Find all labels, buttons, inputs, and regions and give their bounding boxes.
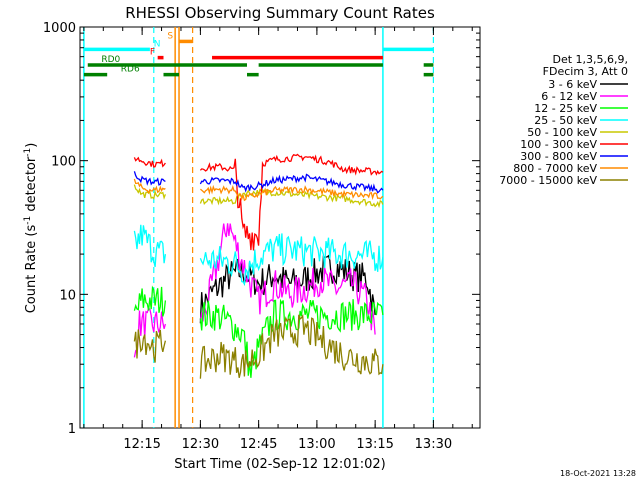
legend-entry: 300 - 800 keV bbox=[520, 150, 597, 163]
series-line bbox=[133, 184, 167, 200]
series-line bbox=[133, 171, 166, 186]
series-line bbox=[199, 223, 376, 335]
flag-label: F bbox=[150, 48, 155, 58]
x-tick-label: 13:15 bbox=[356, 437, 393, 452]
y-tick-label: 100 bbox=[51, 155, 76, 170]
series-line bbox=[133, 329, 167, 363]
series-line bbox=[133, 285, 167, 317]
series-line bbox=[199, 313, 384, 379]
y-tick-label: 10 bbox=[59, 288, 76, 303]
plot-frame bbox=[79, 26, 481, 429]
y-tick-label: 1 bbox=[68, 422, 76, 437]
legend-entry: 50 - 100 keV bbox=[527, 126, 597, 139]
x-tick-label: 12:30 bbox=[182, 437, 219, 452]
flag-label: N bbox=[154, 39, 161, 49]
series-layer bbox=[133, 153, 384, 379]
series-line bbox=[199, 173, 384, 194]
series-line bbox=[199, 153, 384, 251]
y-axis-label-part: ) bbox=[24, 143, 39, 148]
legend-header: Det 1,3,5,6,9, bbox=[552, 53, 628, 66]
x-axis-label: Start Time (02-Sep-12 12:01:02) bbox=[174, 457, 385, 472]
legend: Det 1,3,5,6,9,FDecim 3, Att 03 - 6 keV6 … bbox=[499, 53, 628, 187]
x-tick-label: 13:00 bbox=[298, 437, 335, 452]
series-line bbox=[133, 224, 167, 268]
legend-entry: 6 - 12 keV bbox=[541, 90, 597, 103]
y-tick-label: 1000 bbox=[43, 21, 76, 36]
legend-entry: 25 - 50 keV bbox=[534, 114, 597, 127]
series-line bbox=[133, 156, 166, 168]
legend-entry: 800 - 7000 keV bbox=[513, 162, 597, 175]
annotation-lines bbox=[83, 27, 434, 428]
legend-header: FDecim 3, Att 0 bbox=[543, 65, 628, 78]
series-line bbox=[199, 233, 384, 287]
x-tick-label: 12:15 bbox=[123, 437, 160, 452]
y-axis-label-part: Count Rate (s bbox=[24, 225, 39, 314]
flag-label: RD0 bbox=[101, 55, 120, 65]
timestamp: 18-Oct-2021 13:28 bbox=[560, 469, 636, 478]
series-line bbox=[199, 254, 376, 324]
legend-entry: 100 - 300 keV bbox=[520, 138, 597, 151]
y-axis: 1 10 100 1000 bbox=[43, 21, 480, 437]
legend-entry: 3 - 6 keV bbox=[548, 78, 597, 91]
series-line bbox=[199, 188, 384, 209]
x-tick-label: 12:45 bbox=[240, 437, 277, 452]
flag-label: RD6 bbox=[121, 65, 140, 75]
flag-label: S bbox=[167, 31, 173, 41]
chart-title: RHESSI Observing Summary Count Rates bbox=[125, 4, 435, 22]
y-axis-label: Count Rate (s-1 detector-1) bbox=[23, 143, 39, 314]
y-axis-label-sup: -1 bbox=[23, 148, 33, 157]
x-axis: 12:15 12:30 12:45 13:00 13:15 13:30 bbox=[83, 27, 473, 452]
series-line bbox=[199, 184, 384, 202]
legend-entry: 12 - 25 keV bbox=[534, 102, 597, 115]
y-axis-label-part: detector bbox=[24, 156, 39, 216]
x-tick-label: 13:30 bbox=[415, 437, 452, 452]
series-line bbox=[133, 178, 166, 194]
y-axis-label-sup: -1 bbox=[23, 216, 33, 225]
series-line bbox=[133, 307, 167, 358]
legend-entry: 7000 - 15000 keV bbox=[499, 174, 597, 187]
series-line bbox=[199, 298, 384, 378]
